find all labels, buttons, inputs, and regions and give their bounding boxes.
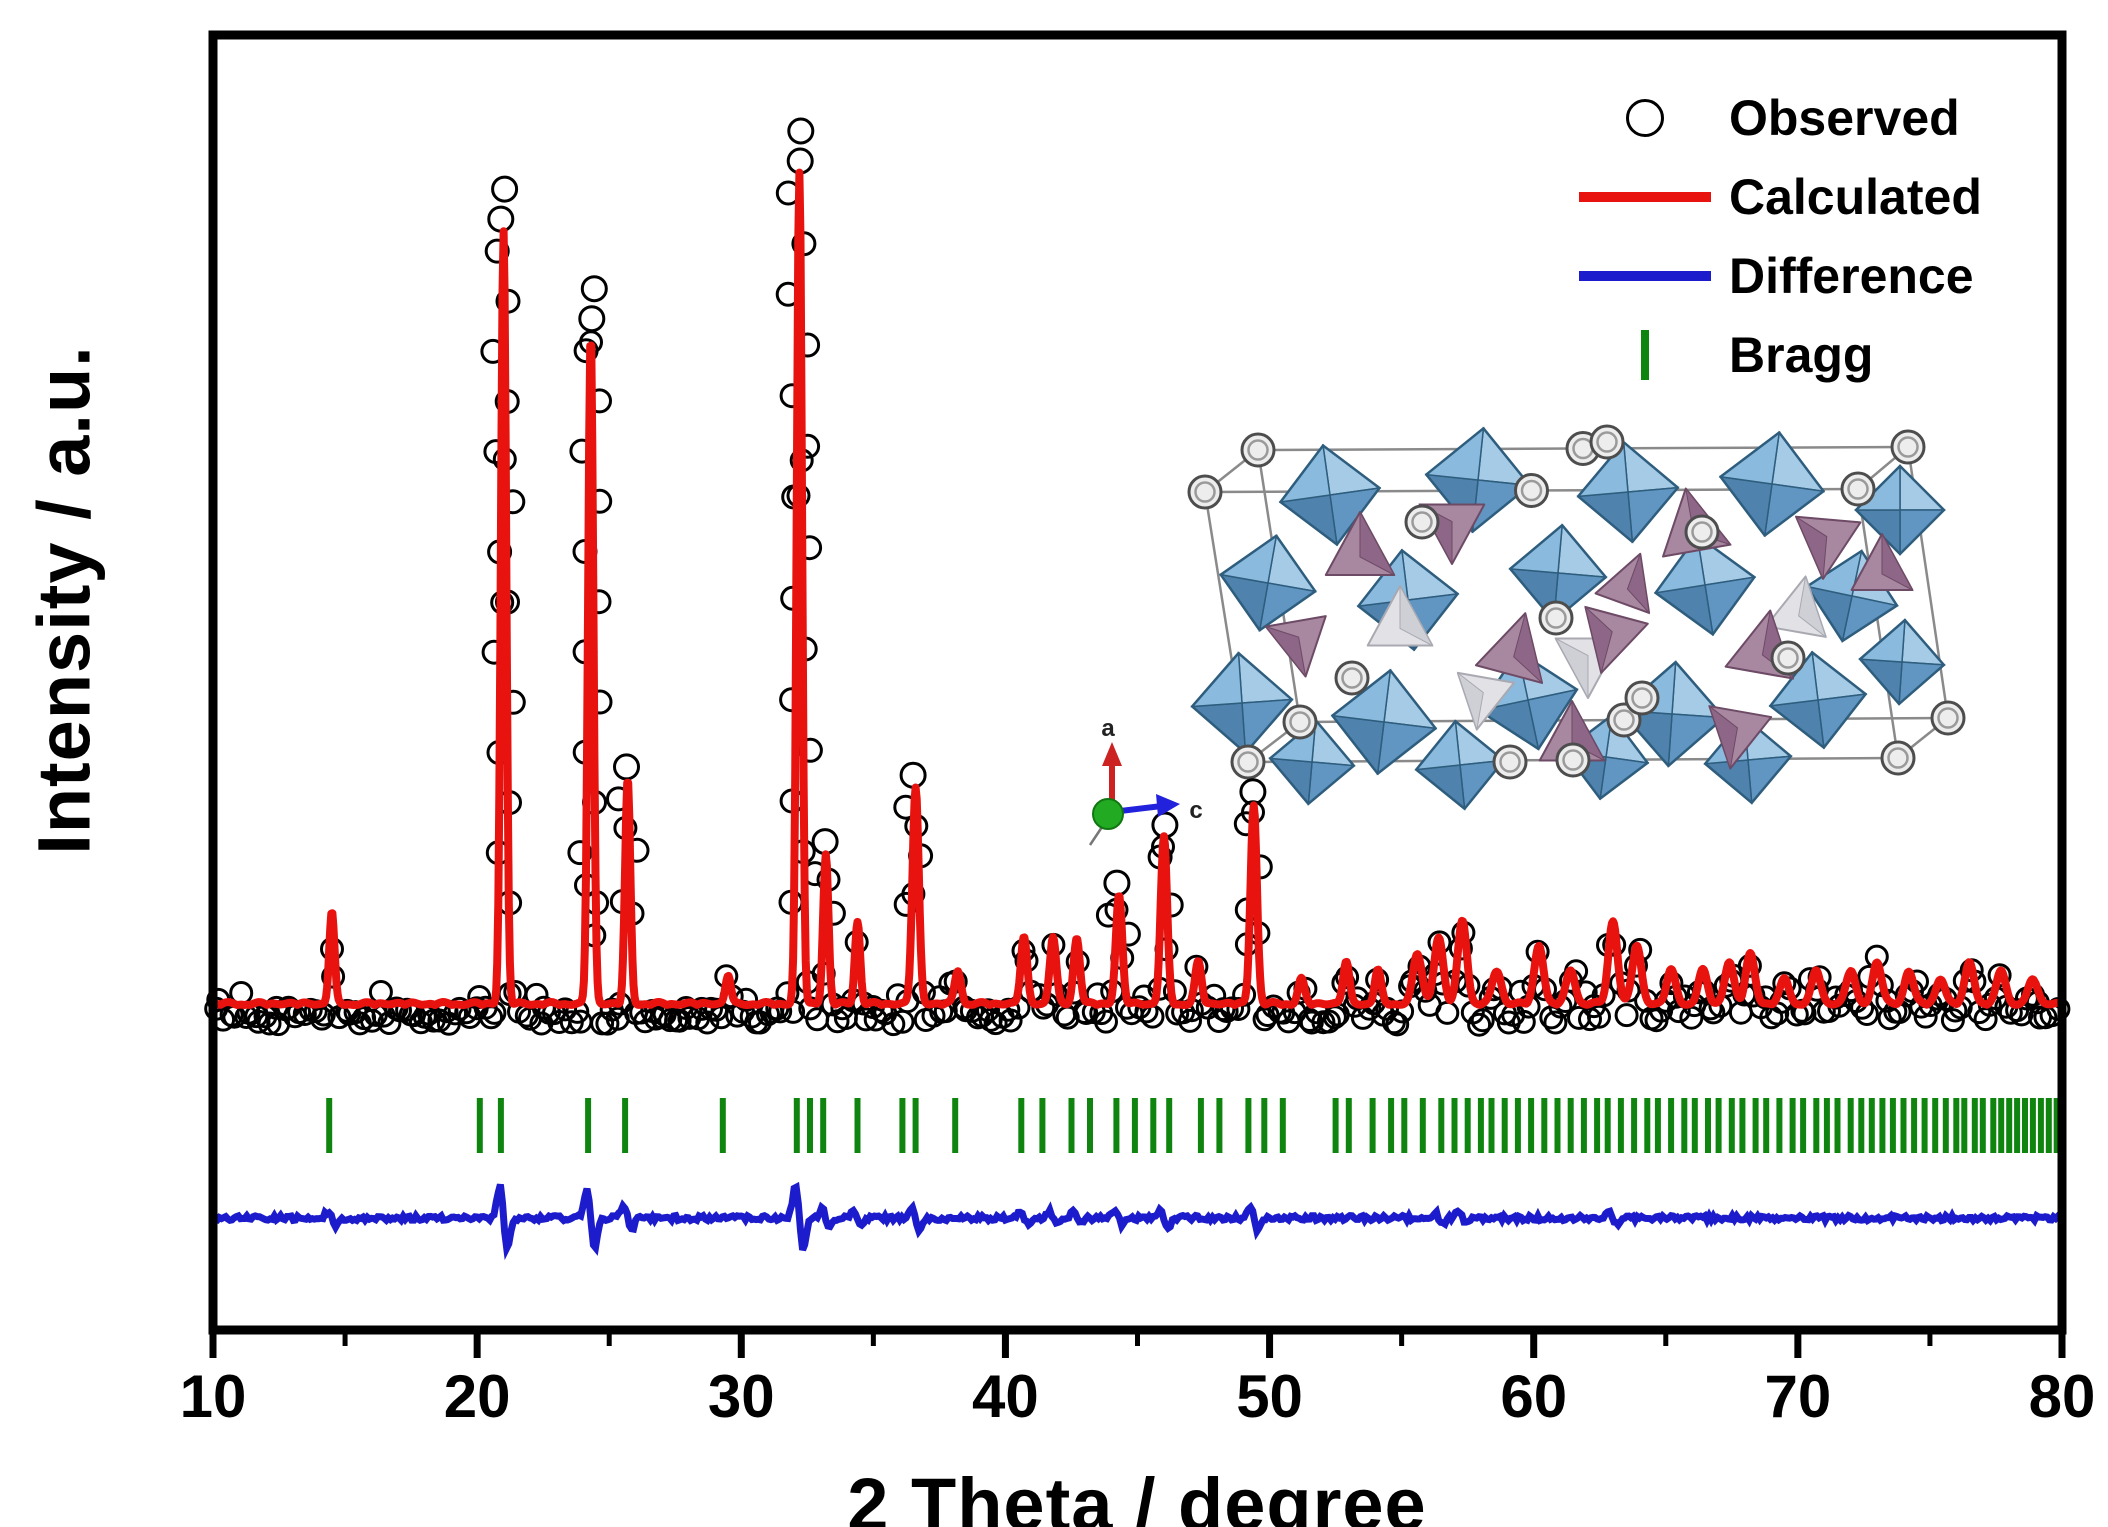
calculated-curve: [210, 168, 2065, 1009]
difference-curve: [212, 1181, 2063, 1261]
crystal-structure-inset: [1187, 424, 1966, 811]
legend-item-bragg: Bragg: [1575, 315, 1982, 394]
tetrahedron-shape: [1850, 533, 1914, 592]
atom-sphere: [1230, 744, 1266, 780]
x-tick-label: 80: [2028, 1363, 2096, 1430]
legend: Observed Calculated Difference Bragg: [1575, 78, 1982, 394]
calculated-line-icon: [1575, 191, 1715, 202]
bragg-tick-icon: [1575, 329, 1715, 380]
legend-item-observed: Observed: [1575, 78, 1982, 157]
legend-label: Difference: [1729, 247, 1974, 304]
legend-label: Calculated: [1729, 168, 1982, 225]
atom-sphere: [1890, 429, 1926, 465]
legend-label: Bragg: [1729, 326, 1874, 383]
atom-sphere: [1240, 432, 1276, 468]
x-tick-label: 70: [1764, 1363, 1832, 1430]
atom-sphere: [1589, 424, 1625, 460]
x-tick-label: 40: [972, 1363, 1039, 1430]
x-tick-label: 50: [1236, 1363, 1303, 1430]
octahedron-shape: [1218, 533, 1318, 633]
legend-label: Observed: [1729, 89, 1960, 146]
x-axis-tick-labels: 10 20 30 40 50 60 70 80: [0, 1362, 2108, 1432]
gizmo-up-axis-label: a: [1101, 715, 1115, 742]
atom-sphere: [1555, 742, 1591, 778]
atom-sphere: [1282, 704, 1318, 740]
tetrahedron-shape: [1456, 671, 1515, 731]
octahedron-shape: [1508, 523, 1608, 623]
tetrahedron-shape: [1584, 605, 1649, 674]
x-axis-tick-marks: [209, 1330, 2066, 1358]
atom-sphere: [1514, 473, 1549, 508]
x-tick-label: 20: [443, 1363, 511, 1430]
atom-sphere: [1840, 471, 1876, 507]
gizmo-right-axis-label: c: [1189, 797, 1202, 824]
tetrahedron-shape: [1324, 511, 1396, 577]
difference-line-icon: [1575, 270, 1715, 281]
atom-sphere: [1624, 680, 1660, 716]
tetrahedron-shape: [1708, 704, 1773, 770]
atom-sphere: [1492, 744, 1528, 780]
observed-circle-icon: [1575, 98, 1715, 137]
octahedron-shape: [1278, 443, 1382, 547]
atom-sphere: [1684, 514, 1720, 550]
tetrahedron-shape: [1474, 612, 1544, 685]
tetrahedron-shape: [1264, 615, 1327, 678]
atom-sphere: [1187, 474, 1223, 510]
atom-sphere: [1538, 600, 1574, 636]
atom-sphere: [1930, 700, 1966, 736]
atom-sphere: [1880, 740, 1916, 776]
octahedron-shape: [1718, 430, 1826, 538]
x-tick-label: 10: [179, 1363, 247, 1430]
atom-sphere: [1404, 504, 1440, 540]
tetrahedron-shape: [1794, 515, 1862, 580]
octahedron-shape: [1330, 668, 1438, 776]
y-axis-title: Intensity / a.u.: [22, 345, 106, 855]
octahedron-shape: [1424, 426, 1532, 534]
octahedron-shape: [1414, 719, 1506, 811]
legend-item-calculated: Calculated: [1575, 157, 1982, 236]
octahedron-shape: [1190, 651, 1294, 755]
x-tick-label: 60: [1500, 1363, 1568, 1430]
x-tick-label: 30: [707, 1363, 775, 1430]
bragg-tick-row: [326, 1098, 2060, 1153]
tetrahedron-shape: [1594, 552, 1651, 615]
atom-sphere: [1770, 640, 1806, 676]
legend-item-difference: Difference: [1575, 236, 1982, 315]
octahedron-shape: [1768, 650, 1868, 750]
atom-sphere: [1334, 660, 1370, 696]
axes-gizmo: ac: [1088, 715, 1203, 846]
tetrahedron-shape: [1366, 585, 1434, 647]
x-axis-title: 2 Theta / degree: [847, 1463, 1427, 1527]
tetrahedron-shape: [1764, 575, 1827, 639]
octahedron-shape: [1858, 618, 1946, 706]
